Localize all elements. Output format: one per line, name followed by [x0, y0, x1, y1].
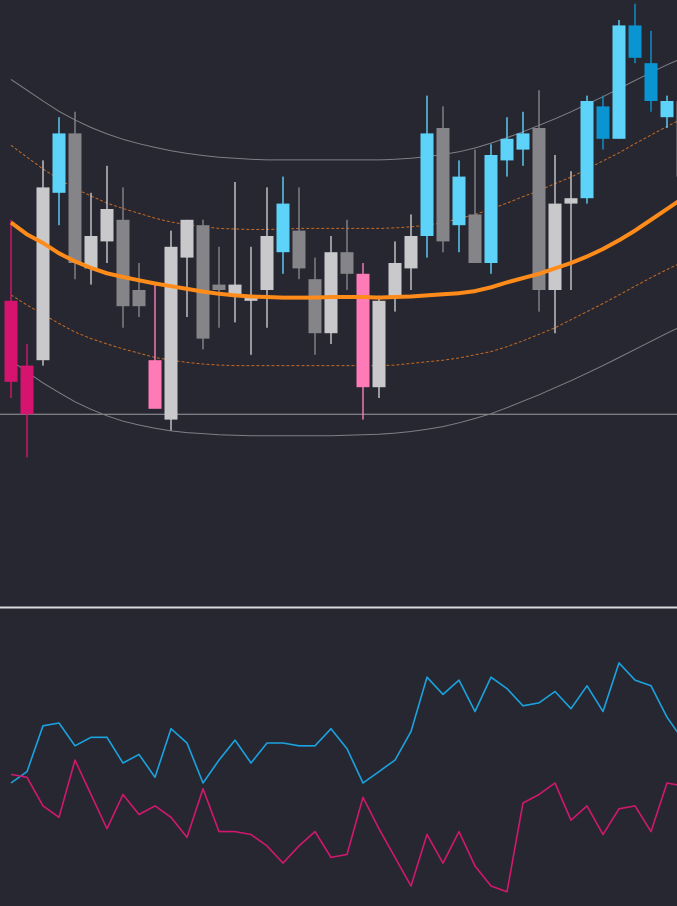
candle-body	[116, 219, 130, 307]
candle	[340, 219, 354, 290]
candle	[52, 117, 66, 226]
candle-body	[52, 133, 66, 193]
candle	[276, 176, 290, 274]
candle	[436, 106, 450, 253]
candle-body	[388, 263, 402, 296]
candle-body	[500, 138, 514, 161]
candle	[468, 149, 482, 263]
candle-body	[420, 133, 434, 236]
candle	[596, 95, 610, 150]
candle	[132, 263, 146, 317]
oscillator-magenta-line	[10, 759, 677, 893]
candle	[404, 214, 418, 290]
candle-body	[404, 236, 418, 269]
candle	[388, 241, 402, 312]
candle	[564, 171, 578, 290]
candle-body	[516, 133, 530, 150]
candle	[484, 144, 498, 274]
candle	[116, 187, 130, 328]
candle	[148, 284, 162, 409]
candle-body	[196, 225, 210, 339]
candle	[260, 187, 274, 328]
candle	[292, 187, 306, 280]
candle	[500, 117, 514, 177]
candle-body	[372, 300, 386, 388]
candle-body	[340, 252, 354, 274]
envelope-upper-inner-line	[10, 120, 677, 230]
candle	[452, 160, 466, 253]
candle-body	[276, 203, 290, 253]
candle	[164, 230, 178, 431]
candle-body	[100, 209, 114, 242]
candle-body	[436, 128, 450, 242]
candle-body	[132, 290, 146, 307]
candle-body	[84, 236, 98, 269]
candle	[68, 111, 82, 280]
candle-body	[548, 203, 562, 290]
candle-body	[228, 284, 242, 296]
candle	[420, 95, 434, 258]
oscillator-panel	[10, 662, 677, 893]
candle-body	[532, 128, 546, 290]
candle-body	[580, 101, 594, 199]
candle-body	[212, 284, 226, 290]
candle	[20, 344, 34, 458]
candle	[180, 219, 194, 317]
candle	[516, 111, 530, 166]
candle-body	[180, 219, 194, 258]
envelope-lower-inner-line	[10, 264, 677, 367]
candle	[244, 246, 258, 355]
candle-body	[308, 279, 322, 334]
candle	[612, 20, 626, 139]
candle	[628, 3, 642, 64]
candle-body	[292, 230, 306, 269]
candle-body	[660, 101, 674, 118]
candle-body	[148, 360, 162, 409]
price-panel	[0, 3, 677, 458]
candle-body	[612, 25, 626, 139]
candle	[660, 95, 674, 128]
candle	[36, 160, 50, 366]
candle	[324, 236, 338, 344]
candle	[228, 182, 242, 323]
candle	[100, 165, 114, 263]
candle-body	[452, 176, 466, 226]
candle	[644, 30, 658, 112]
candle	[356, 263, 370, 420]
envelope-lower-outer-line	[10, 327, 677, 437]
candle-body	[628, 25, 642, 58]
candle-body	[4, 300, 18, 382]
candle	[212, 246, 226, 328]
candle-body	[564, 198, 578, 204]
candle-body	[68, 133, 82, 263]
candle	[308, 257, 322, 355]
candle-body	[484, 155, 498, 263]
candle	[580, 95, 594, 204]
envelope-upper-outer-line	[10, 59, 677, 161]
moving-average-line	[9, 199, 677, 300]
candle-body	[324, 252, 338, 334]
candle	[4, 219, 18, 398]
candle-body	[596, 106, 610, 139]
candle-body	[356, 273, 370, 388]
candle-body	[260, 236, 274, 290]
candle-body	[36, 187, 50, 361]
candle	[372, 295, 386, 398]
candle-body	[20, 365, 34, 415]
candle-body	[644, 63, 658, 101]
candle	[196, 219, 210, 350]
candle-body	[164, 246, 178, 420]
candle-body	[468, 214, 482, 263]
oscillator-blue-line	[10, 662, 677, 784]
